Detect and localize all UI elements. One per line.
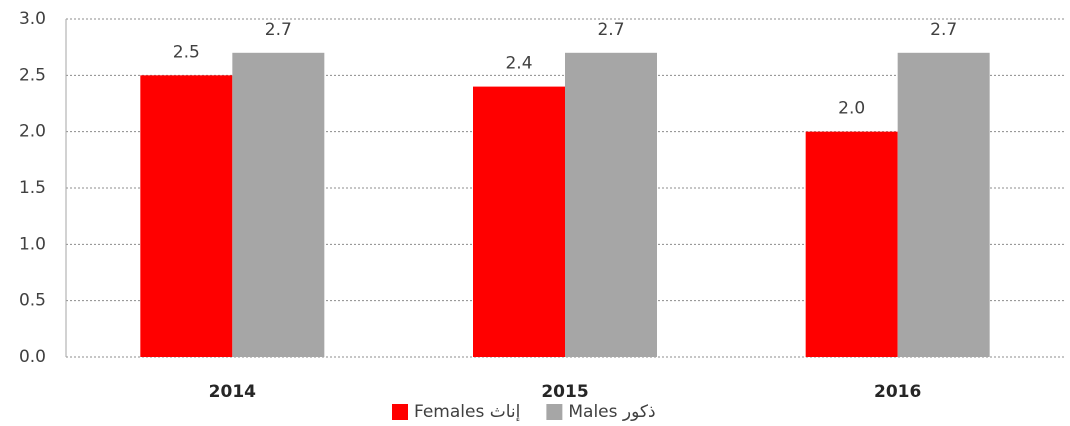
data-label: 2.7 — [930, 20, 957, 40]
data-label: 2.0 — [838, 99, 865, 119]
data-label: 2.7 — [265, 20, 292, 40]
y-tick-label: 0.0 — [19, 347, 46, 367]
legend-swatch — [546, 404, 563, 420]
data-label: 2.7 — [597, 20, 624, 40]
bar — [897, 52, 990, 358]
y-tick-label: 2.0 — [19, 122, 46, 142]
legend-swatch — [392, 404, 408, 420]
bar — [232, 52, 325, 358]
data-label: 2.5 — [173, 42, 200, 62]
y-tick-label: 2.5 — [19, 65, 46, 85]
bar — [140, 75, 233, 357]
y-tick-label: 0.5 — [19, 291, 46, 311]
data-label: 2.4 — [505, 54, 532, 74]
bar — [473, 86, 565, 357]
y-tick-label: 3.0 — [19, 9, 46, 29]
x-tick-label: 2014 — [209, 382, 256, 402]
bar — [565, 52, 657, 358]
legend-label: Males ذكور — [568, 402, 655, 422]
bar — [805, 131, 898, 357]
y-tick-label: 1.0 — [19, 234, 46, 254]
x-tick-label: 2015 — [541, 382, 588, 402]
x-tick-label: 2016 — [874, 382, 921, 402]
y-tick-label: 1.5 — [19, 178, 46, 198]
legend-label: Females إناث — [414, 402, 520, 422]
